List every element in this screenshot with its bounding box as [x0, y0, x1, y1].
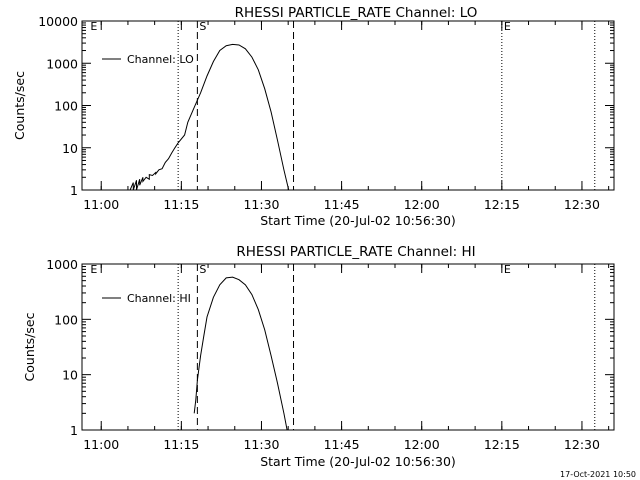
x-tick-label: 12:00 — [404, 197, 440, 212]
x-tick-label: 11:15 — [163, 437, 199, 452]
x-tick-label: 11:45 — [324, 437, 360, 452]
x-tick-label: 12:30 — [564, 437, 600, 452]
y-tick-label: 10 — [62, 368, 78, 383]
generation-timestamp: 17-Oct-2021 10:50 — [560, 470, 636, 479]
interval-marker: S — [199, 20, 206, 33]
x-axis-label: Start Time (20-Jul-02 10:56:30) — [260, 454, 456, 469]
interval-marker: S — [199, 263, 206, 276]
interval-marker: E — [504, 20, 511, 33]
interval-marker: E — [504, 263, 511, 276]
y-tick-label: 100 — [54, 312, 78, 327]
chart-title: RHESSI PARTICLE_RATE Channel: HI — [236, 244, 475, 260]
x-tick-label: 11:00 — [83, 197, 119, 212]
interval-marker: E — [90, 263, 97, 276]
x-tick-label: 11:45 — [324, 197, 360, 212]
y-axis-label: Counts/sec — [22, 312, 37, 381]
panel-hi-channel: RHESSI PARTICLE_RATE Channel: HI Counts/s… — [22, 244, 615, 469]
x-tick-label: 12:00 — [404, 437, 440, 452]
y-tick-label: 1 — [70, 183, 78, 198]
x-tick-label: 12:15 — [484, 437, 520, 452]
y-tick-label: 10 — [62, 141, 78, 156]
x-tick-label: 12:30 — [564, 197, 600, 212]
plot-frame — [81, 20, 615, 191]
y-tick-label: 1000 — [46, 56, 78, 71]
x-tick-label: 11:30 — [243, 197, 279, 212]
x-tick-label: 11:30 — [243, 437, 279, 452]
legend-label: Channel: LO — [127, 53, 194, 66]
plot-frame — [81, 263, 615, 431]
y-axis-label: Counts/sec — [12, 71, 27, 140]
panel-lo-channel: RHESSI PARTICLE_RATE Channel: LO Counts/s… — [12, 5, 615, 228]
series-line-channel-hi — [193, 276, 288, 431]
x-tick-label: 12:15 — [484, 197, 520, 212]
interval-marker: E — [90, 20, 97, 33]
y-tick-label: 1000 — [46, 257, 78, 272]
legend-label: Channel: HI — [127, 292, 191, 305]
y-tick-label: 100 — [54, 99, 78, 114]
x-tick-label: 11:00 — [83, 437, 119, 452]
x-axis-label: Start Time (20-Jul-02 10:56:30) — [260, 213, 456, 228]
y-tick-label: 1 — [70, 423, 78, 438]
y-tick-label: 10000 — [38, 14, 78, 29]
series-line-channel-lo — [129, 43, 290, 191]
x-tick-label: 11:15 — [163, 197, 199, 212]
chart-title: RHESSI PARTICLE_RATE Channel: LO — [235, 5, 478, 21]
